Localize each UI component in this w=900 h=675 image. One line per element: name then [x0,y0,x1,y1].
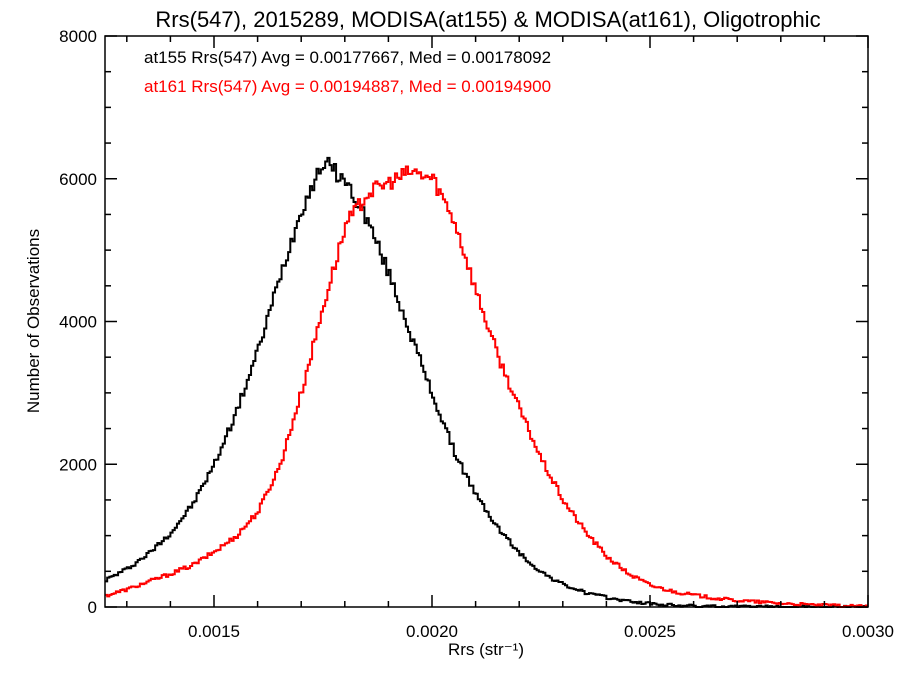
legend-entry-at161: at161 Rrs(547) Avg = 0.00194887, Med = 0… [144,77,551,96]
legend-entry-at155: at155 Rrs(547) Avg = 0.00177667, Med = 0… [144,48,551,67]
y-axis-label: Number of Observations [24,229,43,413]
x-tick-label: 0.0020 [406,622,458,641]
series-layer [105,156,868,608]
x-tick-label: 0.0025 [624,622,676,641]
legend: at155 Rrs(547) Avg = 0.00177667, Med = 0… [144,48,551,96]
chart-title: Rrs(547), 2015289, MODISA(at155) & MODIS… [155,7,820,32]
y-tick-label: 0 [88,598,97,617]
x-tick-label: 0.0030 [842,622,894,641]
y-tick-label: 6000 [59,170,97,189]
series-at161-histogram [105,165,868,608]
x-axis-label: Rrs (str⁻¹) [448,640,524,659]
y-tick-label: 8000 [59,27,97,46]
series-at155-histogram [105,156,868,608]
y-tick-label: 2000 [59,455,97,474]
x-tick-label: 0.0015 [188,622,240,641]
y-tick-label: 4000 [59,313,97,332]
axis-ticks: 0.0015 0.0020 0.0025 0.0030 0 2000 4000 6000 800… [59,27,894,641]
